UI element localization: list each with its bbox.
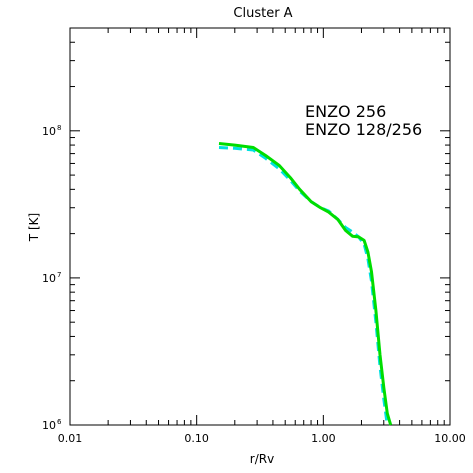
svg-text:8: 8	[57, 124, 61, 132]
plot-frame	[69, 27, 451, 426]
series-line-enzo-128-256	[218, 146, 389, 426]
svg-text:7: 7	[57, 271, 61, 279]
y-axis-label: T [K]	[27, 213, 41, 242]
y-tick-label: 10 7	[42, 271, 61, 285]
legend-entry-enzo-256: ENZO 256	[305, 102, 386, 121]
x-tick-labels: 0.01 0.10 1.00 10.00	[58, 432, 466, 445]
x-tick-label: 1.00	[311, 432, 336, 445]
x-tick-label: 10.00	[434, 432, 466, 445]
x-tick-label: 0.01	[58, 432, 83, 445]
svg-text:10: 10	[42, 272, 56, 285]
x-axis-label: r/Rv	[250, 452, 274, 466]
y-tick-label: 10 8	[42, 124, 61, 138]
axis-ticks	[69, 27, 451, 426]
y-tick-label: 10 6	[42, 418, 62, 432]
svg-text:10: 10	[42, 125, 56, 138]
legend-entry-enzo-128-256: ENZO 128/256	[305, 120, 422, 139]
x-tick-label: 0.10	[184, 432, 209, 445]
chart-title: Cluster A	[233, 6, 292, 21]
series-line-enzo-256	[218, 142, 393, 426]
svg-text:6: 6	[57, 418, 62, 426]
svg-text:10: 10	[42, 419, 56, 432]
series-group	[218, 142, 393, 426]
legend: ENZO 256 ENZO 128/256	[305, 102, 422, 139]
